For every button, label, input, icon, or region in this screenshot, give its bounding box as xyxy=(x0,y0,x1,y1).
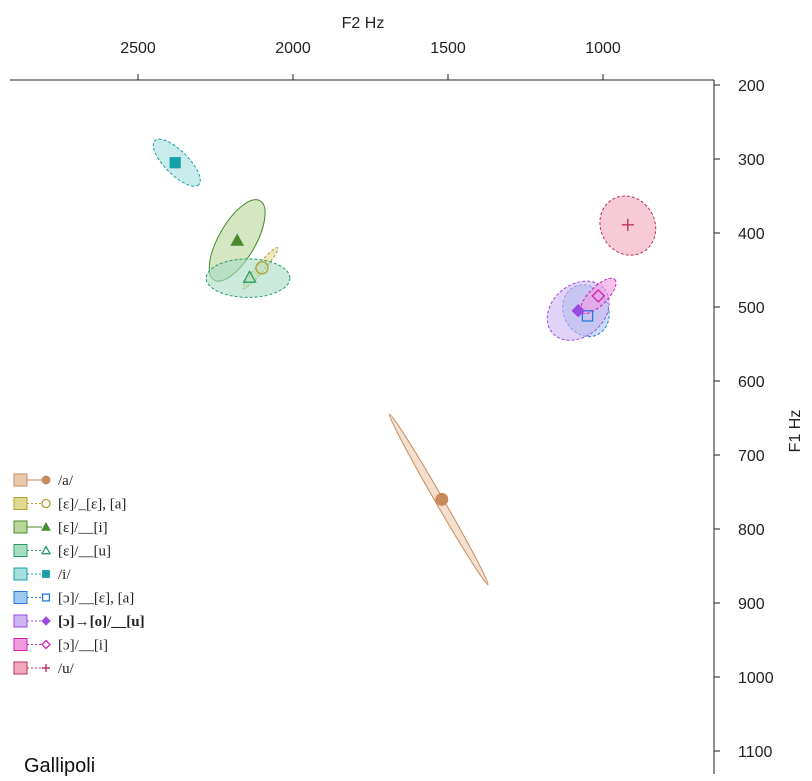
legend-label: [ɛ]/_[ɛ], [a] xyxy=(58,497,126,513)
mean-point xyxy=(571,303,585,318)
tick-layer: 2500 2000 1500 1000 200 300 400 500 600 700 800 900… xyxy=(120,40,773,761)
legend-label: /a/ xyxy=(58,473,74,489)
legend-swatch xyxy=(13,567,28,581)
legend-item: /a/ xyxy=(13,473,74,489)
spread-ellipse xyxy=(580,277,617,315)
marker-layer xyxy=(169,157,634,506)
x-tick-label: 1000 xyxy=(585,40,621,57)
y-tick-label: 800 xyxy=(738,522,765,539)
y-tick-label: 500 xyxy=(738,300,765,317)
y-axis-title: F1 Hz xyxy=(787,410,804,453)
legend-swatch xyxy=(13,614,28,628)
legend-marker xyxy=(41,616,51,626)
legend-label: [ɛ]/__[i] xyxy=(58,520,108,536)
legend-swatch xyxy=(13,497,28,510)
legend: /a/ [ɛ]/_[ɛ], [a] [ɛ]/__[i] [ɛ]/__[u] /i/ [ɔ]… xyxy=(13,473,145,677)
legend-marker xyxy=(42,664,50,672)
legend-marker xyxy=(41,521,51,531)
legend-marker xyxy=(40,545,52,555)
legend-label: /i/ xyxy=(58,567,71,583)
legend-item: [ɔ]→[o]/__[u] xyxy=(13,614,145,630)
mean-point xyxy=(435,492,449,506)
legend-marker xyxy=(41,475,51,485)
y-tick-label: 700 xyxy=(738,448,765,465)
legend-item: [ɛ]/__[i] xyxy=(13,520,108,536)
legend-swatch xyxy=(13,520,28,534)
legend-swatch xyxy=(13,661,28,675)
y-tick-label: 1000 xyxy=(738,670,774,687)
mean-point xyxy=(581,310,594,322)
legend-item: [ɔ]/__[ɛ], [a] xyxy=(13,591,134,607)
mean-point xyxy=(591,288,606,303)
legend-marker xyxy=(42,570,50,578)
legend-item: [ɔ]/__[i] xyxy=(13,638,108,654)
y-tick-label: 600 xyxy=(738,374,765,391)
y-tick-label: 300 xyxy=(738,152,765,169)
legend-item: /i/ xyxy=(13,567,71,583)
legend-item: [ɛ]/__[u] xyxy=(13,544,111,560)
y-tick-label: 400 xyxy=(738,226,765,243)
legend-swatch xyxy=(13,544,28,557)
legend-label: [ɔ]/__[i] xyxy=(58,638,108,654)
mean-point xyxy=(255,261,269,275)
mean-point xyxy=(169,157,181,169)
x-tick-label: 2500 xyxy=(120,40,156,57)
legend-swatch xyxy=(13,473,28,487)
legend-label: /u/ xyxy=(58,661,75,677)
legend-marker xyxy=(41,593,51,602)
mean-point xyxy=(621,218,634,231)
x-axis-title: F2 Hz xyxy=(342,15,385,32)
y-tick-label: 1100 xyxy=(738,744,773,761)
mean-point xyxy=(242,270,257,283)
spread-ellipse xyxy=(205,258,291,298)
x-tick-label: 2000 xyxy=(275,40,311,57)
legend-label: [ɔ]→[o]/__[u] xyxy=(58,614,145,630)
legend-swatch xyxy=(13,638,28,651)
panel-label: Gallipoli xyxy=(24,755,95,777)
y-tick-label: 200 xyxy=(738,78,765,95)
legend-item: [ɛ]/_[ɛ], [a] xyxy=(13,497,126,513)
legend-label: [ɔ]/__[ɛ], [a] xyxy=(58,591,134,607)
legend-swatch xyxy=(13,591,28,604)
mean-point xyxy=(230,233,245,246)
ellipse-layer xyxy=(152,138,657,586)
legend-label: [ɛ]/__[u] xyxy=(58,544,111,560)
y-tick-label: 900 xyxy=(738,596,765,613)
legend-marker xyxy=(41,498,51,509)
legend-marker xyxy=(41,639,51,650)
legend-item: /u/ xyxy=(13,661,75,677)
x-tick-label: 1500 xyxy=(430,40,466,57)
